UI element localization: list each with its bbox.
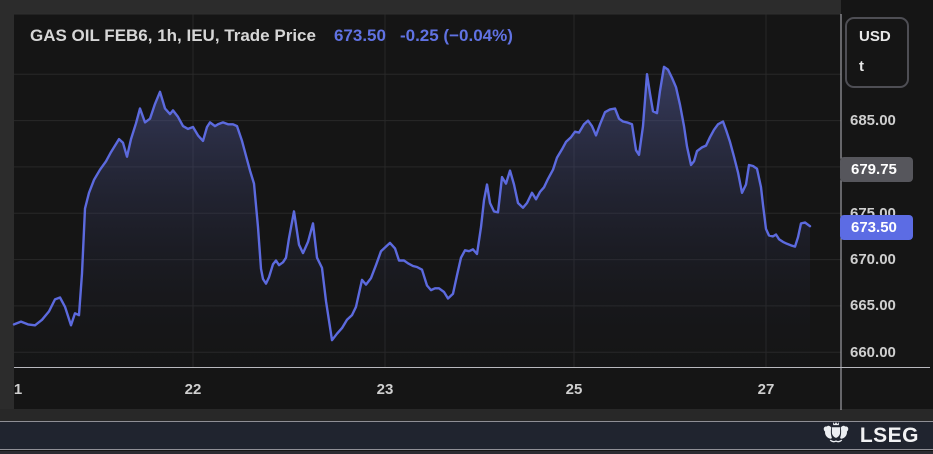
frame-top bbox=[0, 0, 841, 14]
lseg-logo-text: LSEG bbox=[859, 423, 919, 447]
lseg-brand: LSEG bbox=[821, 420, 919, 451]
chart-legend: GAS OIL FEB6, 1h, IEU, Trade Price 673.50… bbox=[30, 26, 513, 46]
footer-bar: LSEG bbox=[0, 421, 933, 450]
last-price-value: 673.50 bbox=[333, 26, 386, 45]
price-line bbox=[12, 65, 812, 342]
frame-left bbox=[0, 0, 14, 410]
currency-unit-selector[interactable]: USD t bbox=[845, 17, 909, 88]
instrument-title: GAS OIL FEB6, 1h, IEU, Trade Price bbox=[30, 26, 316, 45]
area-fill bbox=[14, 66, 810, 368]
currency-label: USD bbox=[859, 28, 891, 45]
lseg-crest-icon bbox=[821, 420, 851, 451]
unit-label: t bbox=[859, 58, 864, 75]
price-change-value: -0.25 (−0.04%) bbox=[399, 26, 513, 45]
frame-bottom-band bbox=[0, 409, 933, 421]
frame-bottom-edge bbox=[0, 451, 933, 454]
